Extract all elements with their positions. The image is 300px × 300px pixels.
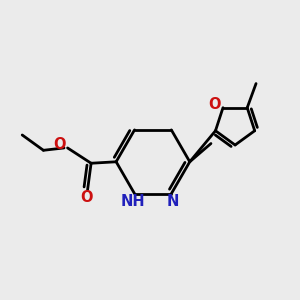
Text: O: O: [208, 97, 221, 112]
Text: O: O: [80, 190, 92, 205]
Text: N: N: [167, 194, 179, 209]
Text: NH: NH: [121, 194, 146, 209]
Text: O: O: [53, 137, 66, 152]
